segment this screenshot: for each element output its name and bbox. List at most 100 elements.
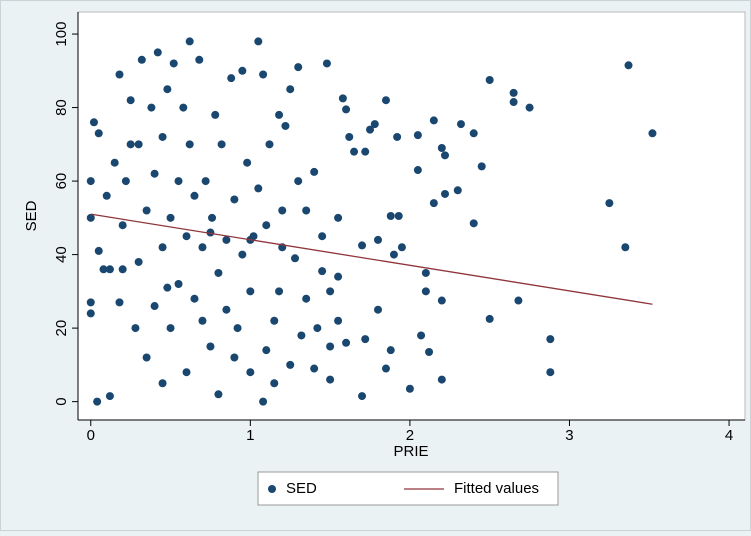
point (262, 221, 271, 230)
point (206, 228, 215, 237)
point (546, 368, 555, 377)
legend-label: SED (286, 480, 317, 497)
point (102, 191, 111, 200)
point (421, 268, 430, 277)
point (437, 296, 446, 305)
point (381, 96, 390, 105)
point (198, 316, 207, 325)
point (238, 250, 247, 259)
point (342, 338, 351, 347)
point (185, 140, 194, 149)
point (281, 121, 290, 130)
point (174, 280, 183, 288)
point (302, 294, 311, 303)
point (190, 294, 199, 303)
point (441, 189, 450, 198)
point (326, 375, 335, 384)
point (413, 131, 422, 140)
point (126, 140, 135, 149)
point (86, 213, 95, 222)
point (208, 213, 217, 222)
point (158, 132, 167, 141)
point (115, 298, 124, 307)
point (361, 335, 370, 344)
point (169, 59, 178, 68)
point (624, 61, 633, 70)
point (278, 206, 287, 215)
point (166, 324, 175, 333)
point (142, 353, 151, 362)
point (134, 140, 143, 149)
point (313, 324, 322, 333)
point (373, 235, 382, 244)
y-tick-label: 100 (53, 22, 70, 47)
point (381, 364, 390, 373)
point (417, 331, 426, 340)
point (131, 324, 140, 333)
point (179, 103, 188, 112)
point (182, 232, 191, 241)
point (206, 342, 215, 351)
point (373, 305, 382, 314)
point (147, 103, 156, 112)
point (310, 364, 319, 373)
point (94, 246, 103, 255)
point (150, 169, 159, 178)
point (405, 384, 414, 393)
point (286, 85, 295, 94)
point (121, 177, 130, 186)
point (259, 70, 268, 79)
point (227, 74, 236, 83)
y-tick-label: 40 (53, 246, 70, 263)
point (230, 195, 239, 204)
point (294, 177, 303, 186)
point (485, 76, 494, 84)
point (201, 177, 210, 186)
point (386, 212, 395, 220)
point (105, 392, 114, 401)
point (142, 206, 151, 215)
point (134, 257, 143, 266)
point (254, 37, 263, 46)
point (198, 243, 207, 252)
x-axis-label: PRIE (393, 443, 428, 460)
point (326, 342, 335, 351)
point (358, 241, 367, 250)
point (302, 206, 311, 215)
point (326, 287, 335, 296)
y-tick-label: 80 (53, 99, 70, 116)
point (358, 392, 367, 401)
point (86, 298, 95, 307)
point (185, 37, 194, 46)
point (334, 213, 343, 222)
x-tick-label: 0 (87, 427, 95, 444)
point (429, 199, 438, 208)
point (262, 346, 271, 355)
point (89, 118, 98, 127)
point (437, 144, 446, 152)
point (425, 348, 434, 356)
point (222, 305, 231, 314)
point (246, 368, 255, 377)
point (214, 268, 223, 277)
point (294, 63, 303, 72)
point (389, 250, 398, 259)
point (163, 85, 172, 94)
point (286, 360, 295, 369)
point (275, 287, 284, 296)
point (275, 110, 284, 119)
point (246, 287, 255, 296)
point (174, 177, 183, 186)
point (254, 184, 263, 193)
point (338, 94, 347, 103)
fitted-line (90, 213, 653, 305)
point (137, 55, 146, 64)
x-tick-label: 4 (725, 427, 733, 444)
point (110, 158, 119, 167)
point (413, 166, 422, 175)
point (456, 120, 465, 129)
point (99, 265, 108, 274)
point (86, 177, 95, 186)
point (334, 316, 343, 325)
point (509, 88, 518, 97)
